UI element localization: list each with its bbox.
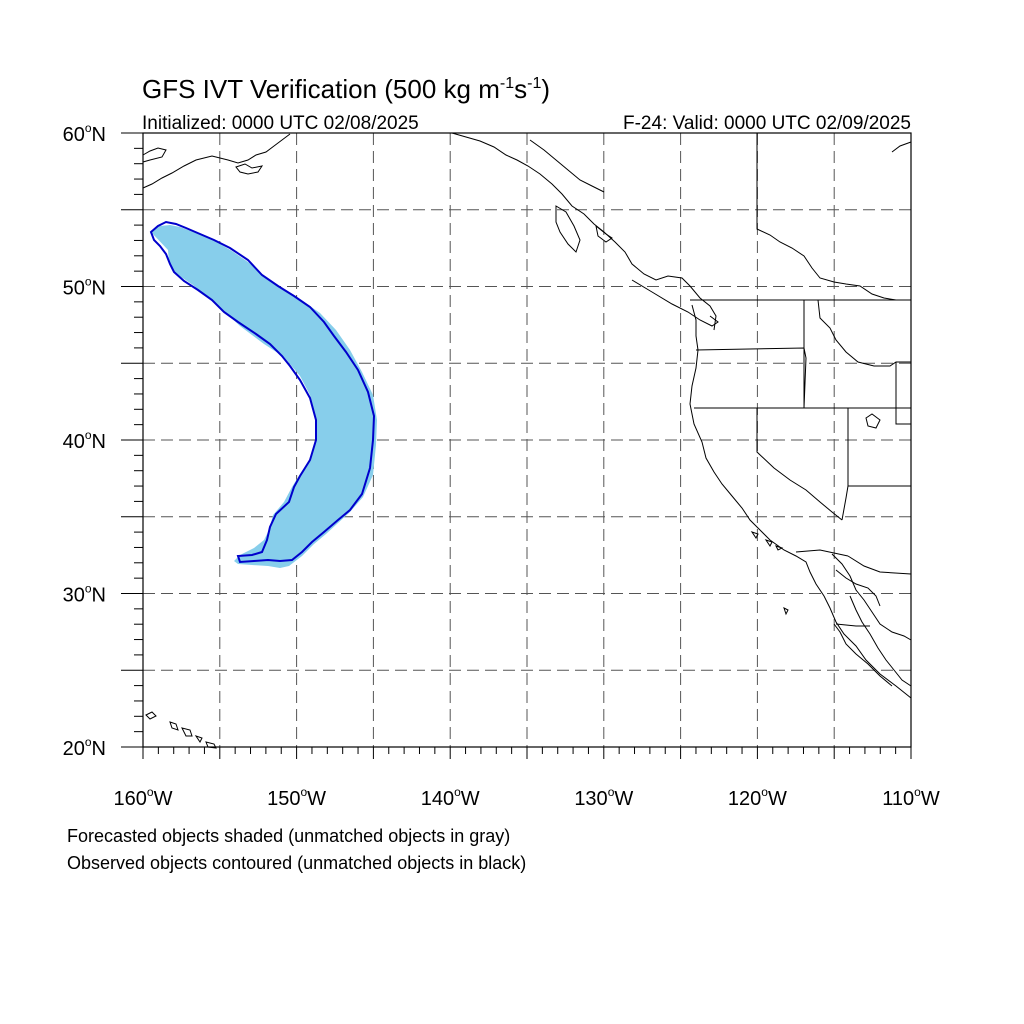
title-close: ) bbox=[541, 74, 550, 104]
valid-time-label: F-24: Valid: 0000 UTC 02/09/2025 bbox=[623, 113, 911, 134]
lat-label: 20oN bbox=[63, 735, 106, 760]
title-main: GFS IVT Verification (500 kg m bbox=[142, 74, 500, 104]
lon-label: 130oW bbox=[574, 785, 633, 810]
degree-symbol: o bbox=[85, 582, 92, 596]
degree-symbol: o bbox=[300, 785, 307, 799]
lon-label-hemisphere: W bbox=[307, 788, 326, 810]
lon-label-degree: 110 bbox=[882, 788, 914, 810]
map-frame bbox=[142, 132, 912, 748]
lat-label: 40oN bbox=[63, 428, 106, 453]
degree-symbol: o bbox=[914, 785, 921, 799]
title-sup-1: -1 bbox=[500, 75, 514, 92]
title-mid: s bbox=[514, 74, 527, 104]
lat-label-hemisphere: N bbox=[92, 738, 106, 760]
lon-label: 160oW bbox=[114, 785, 173, 810]
coastlines-and-borders bbox=[142, 132, 912, 749]
lon-label-degree: 120 bbox=[728, 788, 761, 810]
lon-label-degree: 160 bbox=[114, 788, 147, 810]
lon-label-degree: 150 bbox=[267, 788, 300, 810]
degree-symbol: o bbox=[85, 121, 92, 135]
lat-label: 60oN bbox=[63, 121, 106, 146]
lat-label-hemisphere: N bbox=[92, 124, 106, 146]
lon-label-hemisphere: W bbox=[154, 788, 173, 810]
graticule bbox=[143, 133, 911, 747]
lat-label: 30oN bbox=[63, 582, 106, 607]
lat-label-degree: 40 bbox=[63, 431, 85, 453]
lon-label-degree: 130 bbox=[574, 788, 607, 810]
caption-line-2: Observed objects contoured (unmatched ob… bbox=[67, 853, 526, 873]
lon-label-degree: 140 bbox=[421, 788, 454, 810]
lat-label-degree: 50 bbox=[63, 278, 85, 300]
lon-label: 120oW bbox=[728, 785, 787, 810]
lat-label-degree: 30 bbox=[63, 585, 85, 607]
degree-symbol: o bbox=[761, 785, 768, 799]
lon-label: 140oW bbox=[421, 785, 480, 810]
title-sup-2: -1 bbox=[527, 75, 541, 92]
lon-label: 110oW bbox=[882, 785, 940, 810]
lat-label-degree: 60 bbox=[63, 124, 85, 146]
degree-symbol: o bbox=[608, 785, 615, 799]
observed-object-contour bbox=[149, 220, 376, 564]
lon-label-hemisphere: W bbox=[614, 788, 633, 810]
lat-label: 50oN bbox=[63, 275, 106, 300]
figure-title: GFS IVT Verification (500 kg m-1s-1) bbox=[142, 74, 550, 104]
lon-label-hemisphere: W bbox=[461, 788, 480, 810]
forecast-object-shaded bbox=[151, 225, 377, 568]
lat-label-degree: 20 bbox=[63, 738, 85, 760]
degree-symbol: o bbox=[147, 785, 154, 799]
lat-label-hemisphere: N bbox=[92, 431, 106, 453]
lat-label-hemisphere: N bbox=[92, 278, 106, 300]
caption-line-1: Forecasted objects shaded (unmatched obj… bbox=[67, 826, 510, 846]
degree-symbol: o bbox=[85, 735, 92, 749]
longitude-labels: 160oW 150oW 140oW 130oW 120oW 110oW bbox=[114, 785, 940, 810]
lat-label-hemisphere: N bbox=[92, 585, 106, 607]
lon-label: 150oW bbox=[267, 785, 326, 810]
axis-ticks bbox=[121, 132, 912, 759]
degree-symbol: o bbox=[85, 428, 92, 442]
degree-symbol: o bbox=[454, 785, 461, 799]
lon-label-hemisphere: W bbox=[768, 788, 787, 810]
init-time-label: Initialized: 0000 UTC 02/08/2025 bbox=[142, 113, 419, 134]
degree-symbol: o bbox=[85, 275, 92, 289]
lon-label-hemisphere: W bbox=[921, 788, 940, 810]
